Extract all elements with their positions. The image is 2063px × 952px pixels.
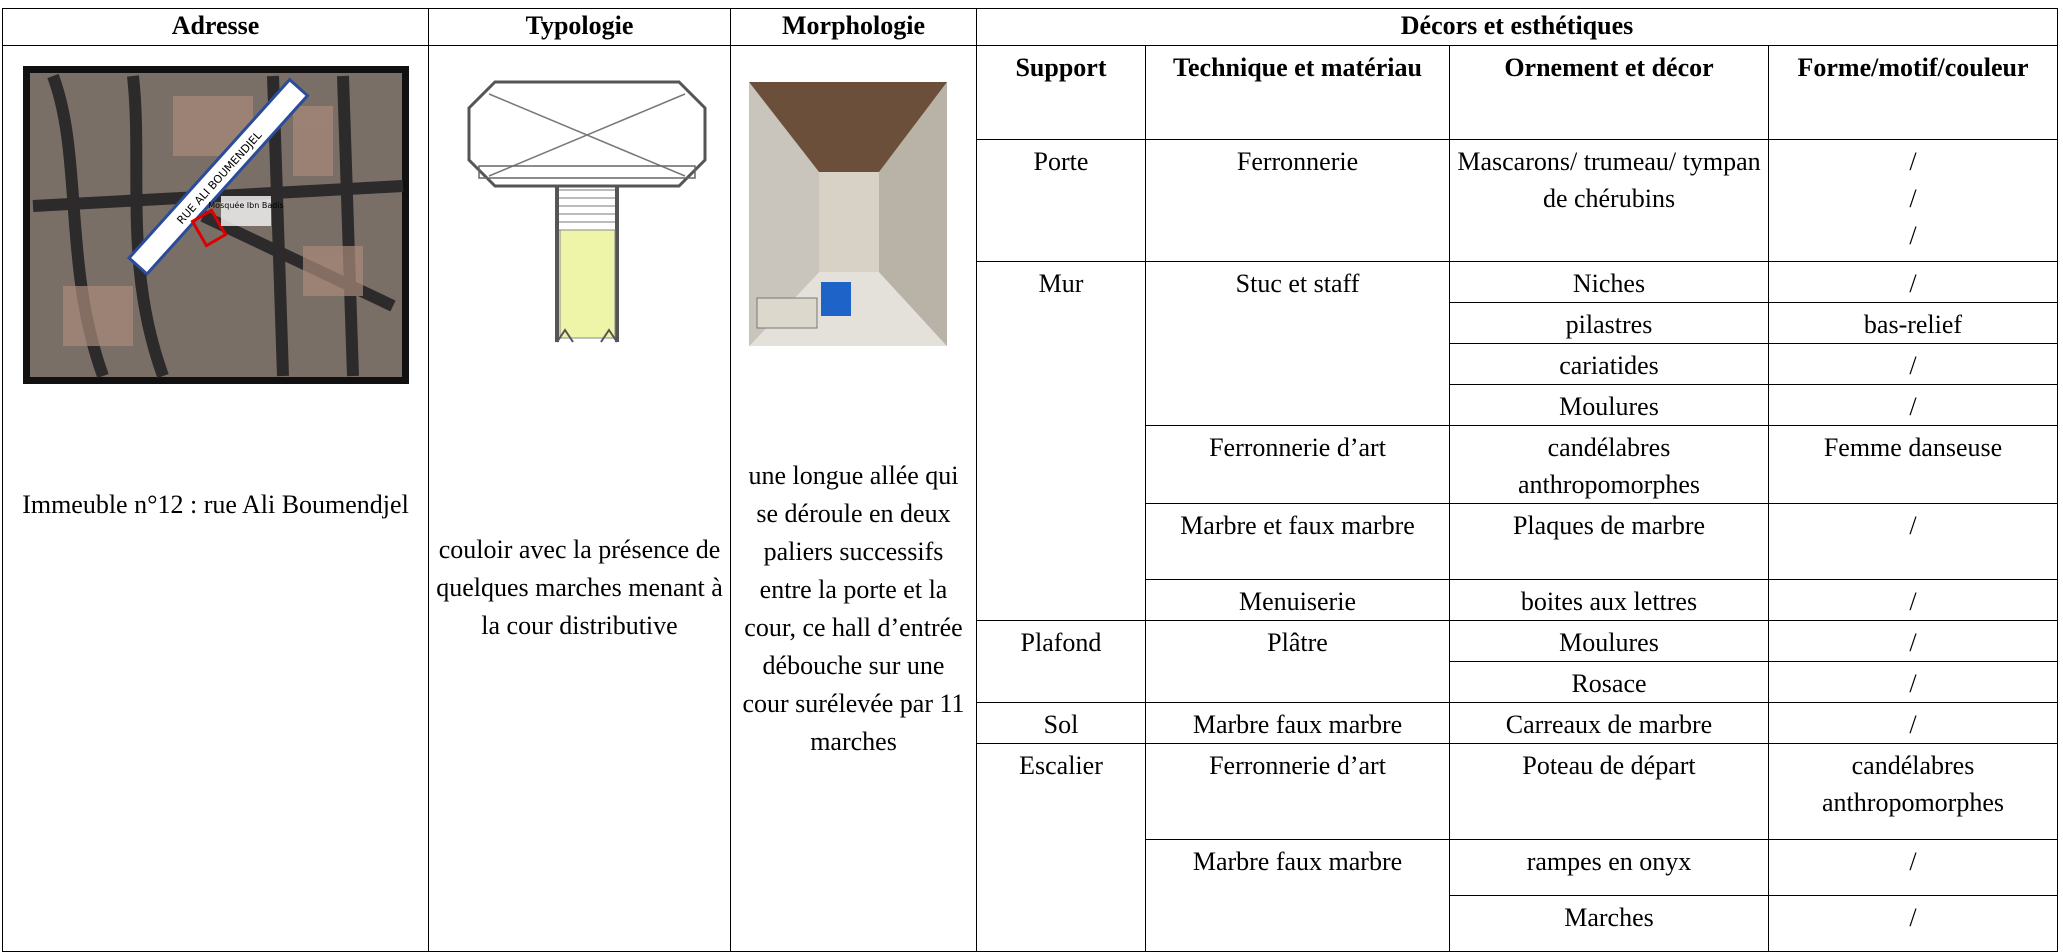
form-cell: / — [1768, 579, 2058, 621]
form-cell: Femme danseuse — [1768, 425, 2058, 504]
form-line: Femme danseuse — [1823, 433, 2003, 462]
subheader-cell: Technique et matériau — [1145, 45, 1450, 140]
table-row: Moulures / — [3, 384, 2058, 426]
form-line: / — [1909, 628, 1917, 657]
support-cell: Porte — [976, 139, 1146, 262]
address-text: Immeuble n°12 : rue Ali Boumendjel — [22, 490, 409, 519]
form-line: / — [1909, 903, 1917, 932]
ornament-cell: Marches — [1449, 895, 1769, 952]
table-row: Plafond Plâtre Moulures / — [3, 620, 2058, 703]
ornament-cell: Moulures — [1449, 620, 1769, 662]
table-row: Ferronnerie d’art candélabres anthropomor… — [3, 425, 2058, 504]
form-line: / — [1909, 269, 1917, 298]
support-cell: Mur — [976, 261, 1146, 621]
typology-box: couloir avec la présence de quelques mar… — [430, 47, 730, 927]
subheader-cell: Support — [976, 45, 1146, 140]
typology-cell: couloir avec la présence de quelques mar… — [428, 45, 731, 952]
table-row: Porte Ferronnerie Mascarons/ trumeau/ tymp… — [3, 139, 2058, 262]
form-cell: / — [1768, 503, 2058, 580]
ornament-cell: candélabres anthropomorphes — [1449, 425, 1769, 504]
map-image: RUE ALI BOUMENDJEL Mosquée Ibn Badis — [23, 66, 409, 384]
ornament-cell: Niches — [1449, 261, 1769, 303]
ornament-cell: Plaques de marbre — [1449, 503, 1769, 580]
header-cell: Typologie — [428, 8, 731, 46]
form-cell: / — [1768, 261, 2058, 303]
technique-cell: Marbre faux marbre — [1145, 839, 1450, 952]
table-row: Marbre faux marbre rampes en onyx / — [3, 839, 2058, 952]
technique-cell: Marbre faux marbre — [1145, 702, 1450, 744]
form-line: / — [1909, 221, 1917, 250]
ornament-cell: rampes en onyx — [1449, 839, 1769, 896]
table-row: Menuiserie boites aux lettres / — [3, 579, 2058, 621]
form-line: / — [1909, 392, 1917, 421]
map-mosque-label: Mosquée Ibn Badis — [208, 200, 283, 210]
form-cell: / / / — [1768, 139, 2058, 262]
table-body: Adresse Typologie Morphologie Décors et … — [2, 8, 2058, 952]
form-line: / — [1909, 184, 1917, 213]
ornament-cell: Carreaux de marbre — [1449, 702, 1769, 744]
decor-table: Adresse Typologie Morphologie Décors et … — [2, 8, 2058, 952]
form-cell: / — [1768, 839, 2058, 896]
support-cell: Escalier — [976, 743, 1146, 952]
ornament-cell: Poteau de départ — [1449, 743, 1769, 840]
ornament-cell: pilastres — [1449, 302, 1769, 344]
form-line: candélabres anthropomorphes — [1822, 751, 2004, 817]
morphology-box: une longue allée qui se déroule en deux … — [732, 47, 976, 927]
ornament-cell: boites aux lettres — [1449, 579, 1769, 621]
form-line: / — [1909, 710, 1917, 739]
morphology-text: une longue allée qui se déroule en deux … — [742, 461, 965, 756]
corridor-photo — [749, 82, 947, 346]
header-cell: Morphologie — [730, 8, 977, 46]
support-cell: Sol — [976, 702, 1146, 744]
header-cell: Décors et esthétiques — [976, 8, 2058, 46]
form-line: bas-relief — [1863, 310, 1963, 339]
ornament-cell: cariatides — [1449, 343, 1769, 385]
form-cell: / — [1768, 702, 2058, 744]
typology-text: couloir avec la présence de quelques mar… — [436, 535, 723, 640]
form-cell: / — [1768, 620, 2058, 662]
ornament-cell: Moulures — [1449, 384, 1769, 426]
table-row: Mur Stuc et staff Niches / — [3, 261, 2058, 621]
technique-cell: Plâtre — [1145, 620, 1450, 703]
form-line: / — [1909, 511, 1917, 540]
table-row: Escalier Ferronnerie d’art Poteau de dépar… — [3, 743, 2058, 952]
form-cell: bas-relief — [1768, 302, 2058, 344]
technique-cell: Ferronnerie d’art — [1145, 743, 1450, 840]
form-line: / — [1909, 587, 1917, 616]
table-row: cariatides / — [3, 343, 2058, 385]
support-cell: Plafond — [976, 620, 1146, 703]
morphology-cell: une longue allée qui se déroule en deux … — [730, 45, 977, 952]
technique-cell: Ferronnerie d’art — [1145, 425, 1450, 504]
technique-cell: Menuiserie — [1145, 579, 1450, 621]
table-row: Sol Marbre faux marbre Carreaux de marbre / — [3, 702, 2058, 744]
form-line: / — [1909, 847, 1917, 876]
address-box: RUE ALI BOUMENDJEL Mosquée Ibn Badis Imm… — [4, 47, 428, 927]
header-cell: Adresse — [2, 8, 429, 46]
form-cell: / — [1768, 661, 2058, 703]
table-row: Marbre et faux marbre Plaques de marbre / — [3, 503, 2058, 580]
form-line: / — [1909, 147, 1917, 176]
form-line: / — [1909, 351, 1917, 380]
form-cell: / — [1768, 384, 2058, 426]
subheader-cell: Ornement et décor — [1449, 45, 1769, 140]
form-cell: candélabres anthropomorphes — [1768, 743, 2058, 840]
plan-image — [467, 80, 707, 343]
table-row: pilastres bas-relief — [3, 302, 2058, 344]
subheader-cell: Forme/motif/couleur — [1768, 45, 2058, 140]
form-cell: / — [1768, 343, 2058, 385]
address-cell: RUE ALI BOUMENDJEL Mosquée Ibn Badis Imm… — [2, 45, 429, 952]
form-cell: / — [1768, 895, 2058, 952]
technique-cell: Marbre et faux marbre — [1145, 503, 1450, 580]
technique-cell: Stuc et staff — [1145, 261, 1450, 426]
form-line: / — [1909, 669, 1917, 698]
ornament-cell: Mascarons/ trumeau/ tympan de chérubins — [1449, 139, 1769, 262]
ornament-cell: Rosace — [1449, 661, 1769, 703]
technique-cell: Ferronnerie — [1145, 139, 1450, 262]
